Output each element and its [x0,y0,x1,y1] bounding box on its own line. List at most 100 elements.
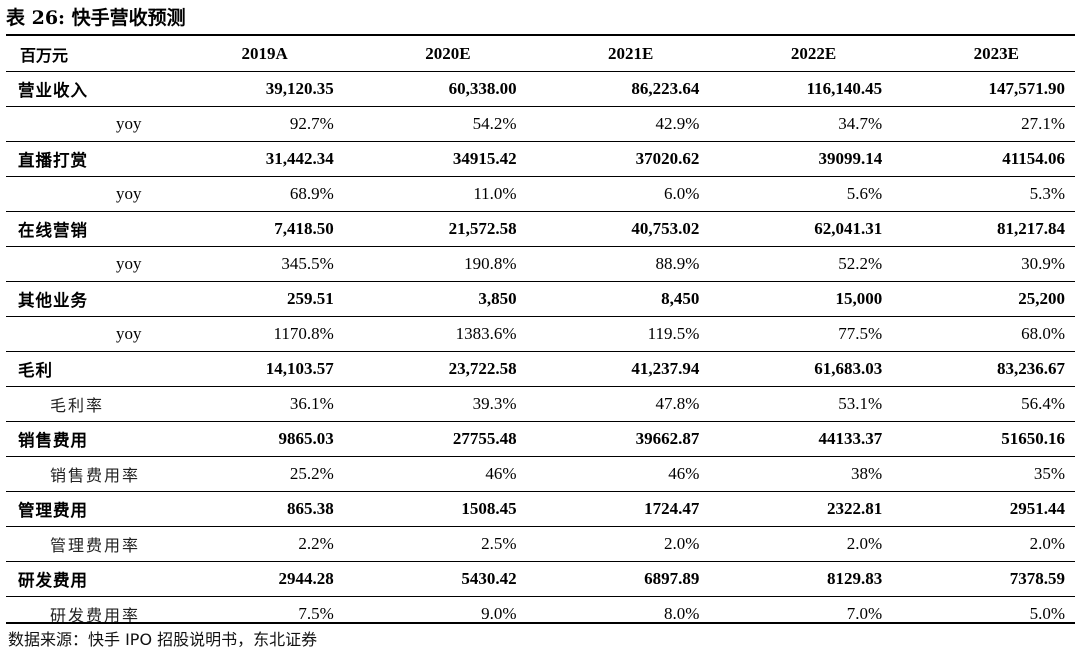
cell-value: 83,236.67 [892,351,1075,387]
cell-value: 39.3% [343,386,527,422]
row-label: 销售费用 [6,421,161,457]
cell-value: 42.9% [526,106,710,142]
cell-value: 39,120.35 [161,71,344,107]
cell-value: 60,338.00 [343,71,527,107]
cell-value: 8,450 [526,281,710,317]
cell-value: 68.0% [892,316,1075,352]
cell-value: 2951.44 [892,491,1075,527]
cell-value: 41,237.94 [526,351,710,387]
row-label: 管理费用率 [6,526,161,562]
row-label: yoy [6,106,161,142]
cell-value: 41154.06 [892,141,1075,177]
cell-value: 25,200 [892,281,1075,317]
cell-value: 46% [526,456,710,492]
table-row: 毛利 14,103.57 23,722.58 41,237.94 61,683.03 83… [6,351,1075,387]
table-row: 研发费用 2944.28 5430.42 6897.89 8129.83 7378.59 [6,561,1075,597]
cell-value: 53.1% [709,386,893,422]
cell-value: 86,223.64 [526,71,710,107]
cell-value: 38% [709,456,893,492]
cell-value: 2.0% [526,526,710,562]
row-label: yoy [6,316,161,352]
cell-value: 39662.87 [526,421,710,457]
row-label: 研发费用 [6,561,161,597]
cell-value: 7378.59 [892,561,1075,597]
cell-value: 2944.28 [161,561,344,597]
cell-value: 23,722.58 [343,351,527,387]
row-label: 毛利率 [6,386,161,422]
bottom-rule [6,622,1075,624]
table-row: yoy 345.5% 190.8% 88.9% 52.2% 30.9% [6,246,1075,282]
header-year: 2023E [892,37,1075,72]
table-row: yoy 1170.8% 1383.6% 119.5% 77.5% 68.0% [6,316,1075,352]
cell-value: 5.6% [709,176,893,212]
cell-value: 6.0% [526,176,710,212]
row-label: 其他业务 [6,281,161,317]
cell-value: 2.0% [892,526,1075,562]
cell-value: 56.4% [892,386,1075,422]
cell-value: 81,217.84 [892,211,1075,247]
cell-value: 51650.16 [892,421,1075,457]
cell-value: 9.0% [343,596,527,631]
cell-value: 2322.81 [709,491,893,527]
row-label: 销售费用率 [6,456,161,492]
cell-value: 36.1% [161,386,344,422]
cell-value: 62,041.31 [709,211,893,247]
cell-value: 5430.42 [343,561,527,597]
cell-value: 3,850 [343,281,527,317]
cell-value: 68.9% [161,176,344,212]
cell-value: 5.3% [892,176,1075,212]
row-label: 直播打赏 [6,141,161,177]
cell-value: 7.0% [709,596,893,631]
table-row: 其他业务 259.51 3,850 8,450 15,000 25,200 [6,281,1075,317]
cell-value: 1170.8% [161,316,344,352]
table-row: 研发费用率 7.5% 9.0% 8.0% 7.0% 5.0% [6,596,1075,631]
cell-value: 8.0% [526,596,710,631]
cell-value: 54.2% [343,106,527,142]
header-year: 2020E [343,37,527,72]
top-rule [6,34,1075,36]
cell-value: 46% [343,456,527,492]
cell-value: 8129.83 [709,561,893,597]
cell-value: 1724.47 [526,491,710,527]
cell-value: 119.5% [526,316,710,352]
cell-value: 259.51 [161,281,344,317]
cell-value: 52.2% [709,246,893,282]
cell-value: 25.2% [161,456,344,492]
row-label: yoy [6,246,161,282]
cell-value: 865.38 [161,491,344,527]
cell-value: 31,442.34 [161,141,344,177]
row-label: yoy [6,176,161,212]
cell-value: 2.2% [161,526,344,562]
cell-value: 345.5% [161,246,344,282]
cell-value: 2.5% [343,526,527,562]
cell-value: 190.8% [343,246,527,282]
cell-value: 9865.03 [161,421,344,457]
header-year: 2021E [526,37,710,72]
cell-value: 61,683.03 [709,351,893,387]
cell-value: 37020.62 [526,141,710,177]
cell-value: 15,000 [709,281,893,317]
cell-value: 147,571.90 [892,71,1075,107]
cell-value: 116,140.45 [709,71,893,107]
cell-value: 39099.14 [709,141,893,177]
cell-value: 30.9% [892,246,1075,282]
table-title: 表 26: 快手营收预测 [6,7,186,29]
table-row: 销售费用 9865.03 27755.48 39662.87 44133.37 51650… [6,421,1075,457]
cell-value: 1508.45 [343,491,527,527]
row-label: 研发费用率 [6,596,161,631]
cell-value: 1383.6% [343,316,527,352]
cell-value: 5.0% [892,596,1075,631]
cell-value: 77.5% [709,316,893,352]
cell-value: 27755.48 [343,421,527,457]
header-year: 2022E [709,37,893,72]
table-row: 管理费用率 2.2% 2.5% 2.0% 2.0% 2.0% [6,526,1075,562]
cell-value: 44133.37 [709,421,893,457]
header-unit: 百万元 [6,37,161,72]
cell-value: 34915.42 [343,141,527,177]
row-label: 毛利 [6,351,161,387]
header-row: 百万元 2019A 2020E 2021E 2022E 2023E [6,37,1075,72]
row-label: 管理费用 [6,491,161,527]
cell-value: 7,418.50 [161,211,344,247]
financial-forecast-table: 百万元 2019A 2020E 2021E 2022E 2023E 营业收入 39… [6,37,1075,631]
cell-value: 92.7% [161,106,344,142]
